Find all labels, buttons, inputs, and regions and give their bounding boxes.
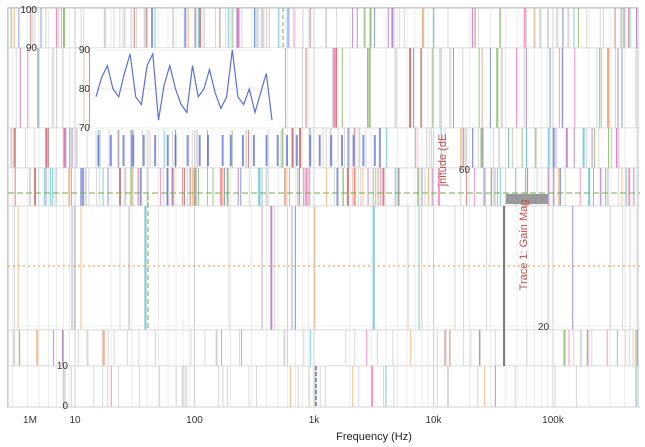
left-tick-label: 90 [26,43,38,54]
inset-series-line [95,49,273,121]
left-tick-label: 0 [62,401,68,412]
inset-tick-label: 90 [79,45,91,56]
y-axis-title-fragment: jnitude (dE [437,134,449,188]
left-tick-label: 100 [20,5,37,16]
glitch-block [506,194,548,204]
x-tick-label: 10 [69,415,81,426]
inset-chart: 70 80 90 [79,45,376,166]
band [8,206,640,330]
left-tick-label: 10 [57,361,69,372]
band [8,128,640,168]
y-axis-title-right: Trace 1: Gain Mag [518,200,530,291]
x-tick-overlay-1m: 1M [23,415,37,426]
band [8,366,640,407]
x-axis-title: Frequency (Hz) [336,431,412,443]
inset-tick-label: 70 [79,123,91,134]
x-tick-label: 10k [425,415,442,426]
tick-labels: 101001k10k100k203040509010001060 [20,5,565,426]
stray-tick-label: 60 [459,165,471,176]
x-tick-label: 100k [542,415,565,426]
band [8,330,640,366]
x-tick-label: 1k [309,415,321,426]
band [8,8,640,48]
x-tick-label: 100 [186,415,203,426]
inset-tick-label: 80 [79,84,91,95]
right-tick-label: 20 [538,322,550,333]
